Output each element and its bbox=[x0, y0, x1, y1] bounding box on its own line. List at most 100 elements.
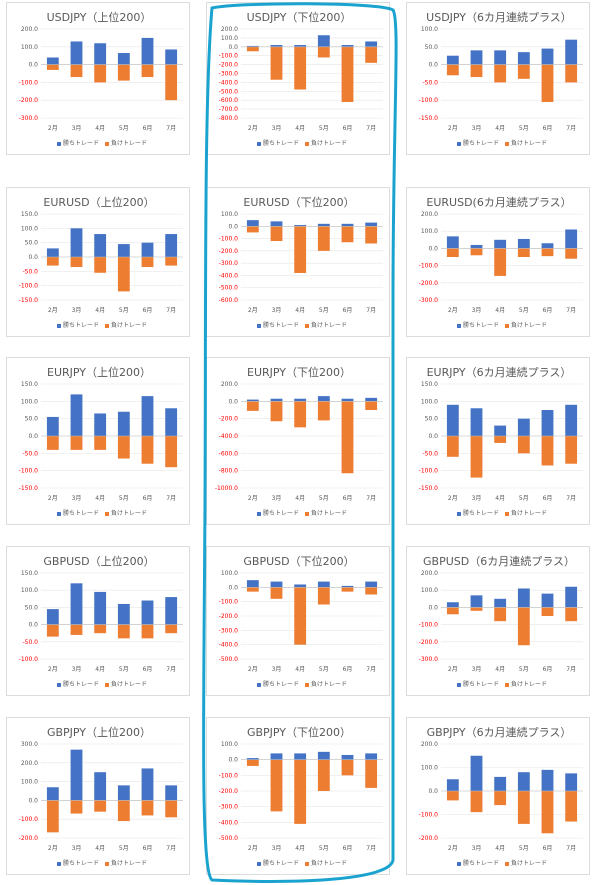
y-tick-label: -100.0 bbox=[419, 263, 439, 270]
legend-label-win: 勝ちトレード bbox=[62, 681, 99, 688]
x-tick-label: 3月 bbox=[72, 307, 82, 314]
y-tick-label: -200.0 bbox=[219, 788, 239, 795]
bar-loss bbox=[565, 607, 578, 622]
x-tick-label: 4月 bbox=[95, 666, 105, 673]
legend-swatch-loss bbox=[305, 861, 309, 866]
legend-swatch-win bbox=[456, 861, 461, 866]
bar-win bbox=[470, 244, 483, 249]
y-tick-label: -100.0 bbox=[219, 53, 239, 60]
x-tick-label: 6月 bbox=[543, 495, 553, 502]
chart-svg: 300.0 200.0 100.0 0.0 -100.0 -200.0 2月 3月 4月 5月 6月… bbox=[19, 741, 183, 852]
x-tick-label: 2月 bbox=[448, 125, 458, 132]
bar-win bbox=[270, 398, 283, 402]
bar-win bbox=[246, 220, 259, 227]
chart-svg: 100.0 50.0 0.0 -50.0 -100.0 -150.0 2月 3月 4月 5月 6月 7… bbox=[419, 26, 583, 132]
y-tick-label: 0.0 bbox=[428, 245, 438, 252]
y-tick-label: -300.0 bbox=[219, 260, 239, 267]
y-tick-label: 100.0 bbox=[221, 741, 238, 748]
x-tick-label: 5月 bbox=[319, 307, 329, 314]
bar-loss bbox=[341, 759, 354, 776]
x-tick-label: 5月 bbox=[519, 666, 529, 673]
bar-win bbox=[294, 584, 307, 588]
chart-title: GBPUSD（上位200） bbox=[43, 555, 155, 568]
chart-svg: 200.0 100.0 0.0 -100.0 -200.0 -300.0 2月 3月 4月 5月 6… bbox=[419, 211, 583, 314]
legend-label-win: 勝ちトレード bbox=[262, 140, 299, 147]
chart-card: GBPUSD（6カ月連続プラス） 200.0 100.0 0.0 -100.0 -200.… bbox=[406, 546, 590, 696]
x-tick-label: 7月 bbox=[566, 666, 576, 673]
chart-title: USDJPY（上位200） bbox=[46, 11, 152, 24]
x-tick-label: 7月 bbox=[366, 666, 376, 673]
x-tick-label: 3月 bbox=[72, 845, 82, 852]
bar-loss bbox=[94, 436, 107, 450]
bar-loss bbox=[165, 257, 178, 266]
bar-win bbox=[446, 779, 459, 791]
bar-loss bbox=[317, 46, 330, 58]
y-tick-label: -800.0 bbox=[219, 468, 239, 475]
y-tick-label: 200.0 bbox=[421, 570, 438, 577]
bar-loss bbox=[541, 791, 554, 834]
bar-loss bbox=[517, 607, 530, 646]
bar-win bbox=[165, 49, 178, 65]
legend-swatch-win bbox=[456, 141, 461, 146]
bar-win bbox=[270, 221, 283, 227]
bar-loss bbox=[446, 64, 459, 76]
legend-label-win: 勝ちトレード bbox=[62, 510, 99, 517]
x-tick-label: 7月 bbox=[166, 845, 176, 852]
y-tick-label: 100.0 bbox=[421, 398, 438, 405]
y-tick-label: 0.0 bbox=[228, 757, 238, 764]
chart-title: GBPJPY（6カ月連続プラス） bbox=[426, 726, 572, 739]
chart-legend: 勝ちトレード 負けトレード bbox=[7, 858, 191, 867]
chart-svg: 150.0 100.0 50.0 0.0 -50.0 -100.0 2月 3月 4月 5月 6月 7月 bbox=[19, 570, 183, 673]
bar-loss bbox=[246, 587, 259, 592]
chart-legend: 勝ちトレード 負けトレード bbox=[407, 320, 591, 329]
bar-loss bbox=[141, 436, 154, 464]
x-tick-label: 7月 bbox=[566, 307, 576, 314]
y-tick-label: 0.0 bbox=[428, 788, 438, 795]
bar-win bbox=[117, 244, 130, 257]
bar-win bbox=[165, 785, 178, 801]
bar-loss bbox=[270, 759, 283, 812]
legend-label-loss: 負けトレード bbox=[111, 322, 148, 329]
x-tick-label: 6月 bbox=[543, 666, 553, 673]
y-tick-label: -200.0 bbox=[419, 639, 439, 646]
chart-card: GBPUSD（上位200） 150.0 100.0 50.0 0.0 -50.0 -100.… bbox=[6, 546, 190, 696]
bar-win bbox=[565, 229, 578, 249]
y-tick-label: 100.0 bbox=[421, 587, 438, 594]
bar-win bbox=[94, 43, 107, 65]
chart-title: EURUSD(6カ月連続プラス） bbox=[426, 196, 572, 209]
bar-win bbox=[165, 234, 178, 257]
legend-label-loss: 負けトレード bbox=[511, 510, 548, 517]
bar-loss bbox=[470, 607, 483, 611]
chart-legend: 勝ちトレード 負けトレード bbox=[407, 679, 591, 688]
legend-label-win: 勝ちトレード bbox=[62, 140, 99, 147]
chart-svg: 150.0 100.0 50.0 0.0 -50.0 -100.0 -150.0 2月 3月 4月… bbox=[19, 211, 183, 314]
bar-loss bbox=[294, 46, 307, 90]
y-tick-label: 300.0 bbox=[21, 741, 38, 748]
bar-win bbox=[70, 41, 83, 65]
x-tick-label: 5月 bbox=[319, 125, 329, 132]
chart-svg: 200.0 0.0 -200.0 -400.0 -600.0 -800.0 -1000.0 2… bbox=[215, 381, 383, 502]
bar-win bbox=[541, 410, 554, 436]
bar-loss bbox=[246, 46, 259, 52]
y-tick-label: -100.0 bbox=[419, 97, 439, 104]
bar-loss bbox=[517, 436, 530, 454]
x-tick-label: 3月 bbox=[72, 495, 82, 502]
chart-card: USDJPY（上位200） 200.0 100.0 0.0 -100.0 -200.0 -3… bbox=[6, 2, 190, 155]
legend-swatch-win bbox=[456, 682, 461, 687]
bar-win bbox=[70, 749, 83, 801]
legend-label-win: 勝ちトレード bbox=[62, 322, 99, 329]
bar-loss bbox=[141, 64, 154, 78]
y-tick-label: 150.0 bbox=[21, 570, 38, 577]
bar-win bbox=[470, 595, 483, 608]
legend-label-loss: 負けトレード bbox=[111, 860, 148, 867]
legend-label-win: 勝ちトレード bbox=[462, 681, 499, 688]
x-tick-label: 6月 bbox=[143, 125, 153, 132]
bar-win bbox=[470, 50, 483, 65]
y-tick-label: -200.0 bbox=[219, 248, 239, 255]
chart-legend: 勝ちトレード 負けトレード bbox=[407, 858, 591, 867]
chart-legend: 勝ちトレード 負けトレード bbox=[7, 679, 191, 688]
x-tick-label: 6月 bbox=[343, 125, 353, 132]
y-tick-label: 200.0 bbox=[21, 760, 38, 767]
legend-label-loss: 負けトレード bbox=[311, 140, 348, 147]
bar-loss bbox=[141, 624, 154, 639]
